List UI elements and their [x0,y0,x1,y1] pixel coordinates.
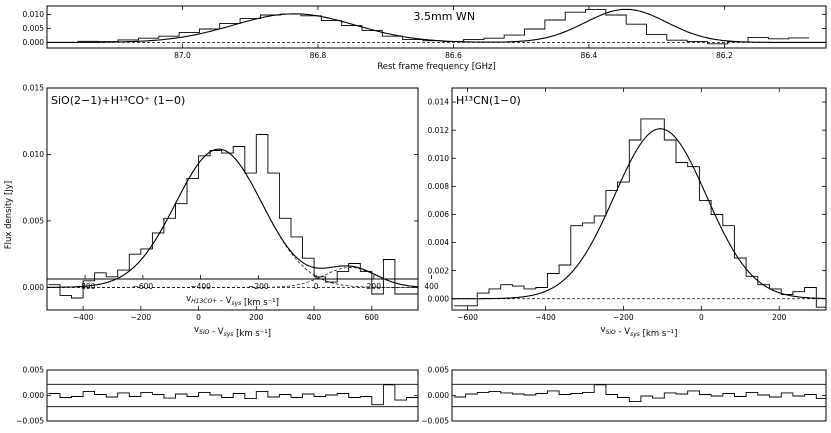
gaussian-component-line [47,148,418,288]
y-tick-label: 0.006 [428,210,450,219]
x-tick-label-secondary: 400 [424,282,439,291]
gaussian-fit-line [452,128,826,300]
gaussian-fit-line [47,8,826,43]
x-tick-label: 87.0 [174,51,191,60]
axes-frame [46,87,419,311]
x-tick-label-secondary: 0 [314,282,319,291]
axes-frame [46,5,827,49]
x-tick-label: 400 [307,313,322,322]
x-tick-label: 86.6 [445,51,462,60]
y-tick-label: 0.010 [23,150,45,159]
axes-frame [451,87,827,311]
panel-sio-h13co: 0.000 0.005 0.010 0.015 −400 −200 0 200 400 600 −8… [23,84,439,339]
panel-title: SiO(2−1)+H¹³CO⁺ (1−0) [51,94,185,107]
panel-residual-left: −0.005 0.000 0.005 [16,366,419,426]
y-tick-label: 0.000 [428,294,450,303]
plot-area [452,383,826,408]
x-tick-label: 0 [196,313,201,322]
panel-h13cn: 0.000 0.002 0.004 0.006 0.008 0.010 0.012 0.014… [428,87,827,339]
y-tick-label: 0.005 [23,217,45,226]
axes-frame [46,369,419,422]
x-tick-label: 200 [772,313,787,322]
y-tick-label: −0.005 [16,417,44,426]
x-tick-label: −200 [131,313,152,322]
spectrum-step-series [48,384,418,406]
panel-top-spectrum: 0.000 0.005 0.010 87.0 86.8 86.6 86.4 86.2 Rest … [23,5,827,72]
x-tick-label: −600 [457,313,478,322]
plot-area [452,118,826,308]
panel-title: 3.5mm WN [414,10,476,23]
x-tick-label: −200 [613,313,634,322]
x-tick-label: 200 [249,313,264,322]
y-tick-label: 0.000 [23,38,45,47]
y-tick-label: 0.015 [23,84,45,93]
y-tick-label: 0.010 [428,154,450,163]
y-tick-label: 0.000 [23,391,45,400]
y-tick-label: 0.005 [23,366,45,375]
x-tick-label-secondary: 200 [367,282,382,291]
spectrum-step-series [453,384,826,403]
x-tick-label-secondary: −200 [248,282,269,291]
y-tick-label: 0.014 [428,98,450,107]
x-axis-label: vSiO - Vsys [km s⁻¹] [194,325,271,339]
spectrum-step-series [48,134,418,299]
panel-title: H¹³CN(1−0) [456,94,521,107]
gaussian-component-line [47,267,418,288]
y-tick-label: 0.000 [428,391,450,400]
y-tick-label: 0.000 [23,283,45,292]
x-tick-label: −400 [73,313,94,322]
y-tick-label: 0.004 [428,238,450,247]
y-tick-label: 0.005 [23,24,45,33]
x-tick-label: 86.4 [581,51,598,60]
x-tick-label-secondary: −800 [75,282,96,291]
y-tick-label: 0.005 [428,366,450,375]
plot-area [47,8,826,45]
y-tick-label: 0.008 [428,182,450,191]
x-axis-label: vSiO - Vsys [km s⁻¹] [601,325,678,339]
gaussian-fit-line [47,148,418,288]
y-tick-label: 0.010 [23,10,45,19]
plot-area [47,383,418,408]
x-axis-label-secondary: vH13CO+ - Vsys [km s⁻¹] [186,294,279,308]
x-tick-label: 600 [365,313,380,322]
x-tick-label: 86.2 [716,51,733,60]
y-tick-label: 0.002 [428,266,450,275]
plot-area [47,134,418,299]
x-tick-label-secondary: −400 [190,282,211,291]
y-tick-label: −0.005 [421,417,449,426]
spectrum-step-series [453,118,826,308]
x-axis-label: Rest frame frequency [GHz] [377,62,496,72]
x-tick-label-secondary: −600 [133,282,154,291]
x-tick-label: 86.8 [310,51,327,60]
x-tick-label: −400 [535,313,556,322]
y-tick-label: 0.012 [428,126,450,135]
x-tick-label: 0 [699,313,704,322]
panel-residual-right: −0.005 0.000 0.005 [421,366,827,426]
figure-ylabel: Flux density [Jy] [4,181,14,249]
